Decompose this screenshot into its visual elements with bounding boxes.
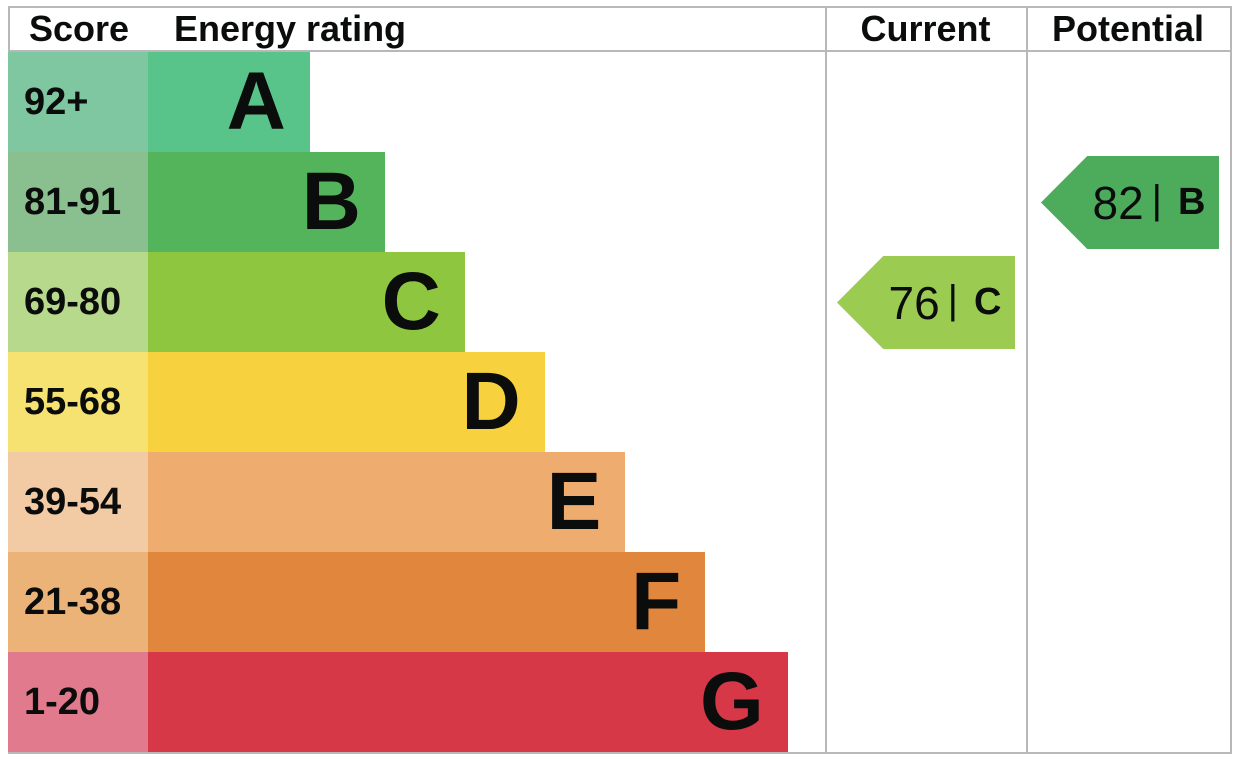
band-letter-f: F bbox=[631, 556, 682, 647]
potential-cell bbox=[1026, 252, 1230, 352]
band-bar-c: C bbox=[148, 252, 465, 352]
arrow-separator: | bbox=[1151, 178, 1163, 222]
potential-cell bbox=[1026, 52, 1230, 152]
potential-cell bbox=[1026, 552, 1230, 652]
potential-cell bbox=[1026, 352, 1230, 452]
potential-cell bbox=[1026, 452, 1230, 552]
current-cell bbox=[825, 352, 1026, 452]
current-rating-value: 76 bbox=[888, 276, 940, 329]
current-cell bbox=[825, 552, 1026, 652]
band-bar-area: G bbox=[148, 652, 825, 752]
band-bar-area: F bbox=[148, 552, 825, 652]
potential-rating-letter: B bbox=[1178, 181, 1206, 223]
band-letter-a: A bbox=[226, 56, 286, 147]
current-cell bbox=[825, 152, 1026, 252]
chart-header-row: Score Energy rating Current Potential bbox=[8, 8, 1230, 52]
band-row-d: 55-68 D bbox=[8, 352, 1230, 452]
current-column-header: Current bbox=[860, 8, 991, 49]
potential-cell bbox=[1026, 652, 1230, 752]
band-bar-g: G bbox=[148, 652, 788, 752]
band-bar-f: F bbox=[148, 552, 706, 652]
potential-cell: 82 | B bbox=[1026, 152, 1230, 252]
current-rating-letter: C bbox=[974, 281, 1002, 323]
current-rating-arrow: 76 | C bbox=[837, 256, 1015, 349]
band-bar-d: D bbox=[148, 352, 545, 452]
potential-rating-arrow: 82 | B bbox=[1041, 156, 1219, 249]
energy-rating-column-header: Energy rating bbox=[174, 8, 407, 49]
potential-column-header: Potential bbox=[1051, 8, 1204, 49]
score-range-f: 21-38 bbox=[8, 552, 148, 652]
band-bar-a: A bbox=[148, 52, 310, 152]
current-cell: 76 | C bbox=[825, 252, 1026, 352]
band-row-b: 81-91 B 82 | B bbox=[8, 152, 1230, 252]
band-letter-b: B bbox=[301, 156, 361, 247]
arrow-separator: | bbox=[947, 278, 959, 322]
band-row-e: 39-54 E bbox=[8, 452, 1230, 552]
score-range-e: 39-54 bbox=[8, 452, 148, 552]
band-letter-g: G bbox=[699, 656, 764, 747]
band-row-f: 21-38 F bbox=[8, 552, 1230, 652]
band-bar-area: C bbox=[148, 252, 825, 352]
band-bar-area: E bbox=[148, 452, 825, 552]
score-range-b: 81-91 bbox=[8, 152, 148, 252]
band-bar-area: B bbox=[148, 152, 825, 252]
band-bar-area: A bbox=[148, 52, 825, 152]
score-range-d: 55-68 bbox=[8, 352, 148, 452]
score-column-header: Score bbox=[28, 8, 130, 49]
potential-rating-value: 82 bbox=[1092, 176, 1144, 229]
epc-rating-chart: Score Energy rating Current Potential 92… bbox=[8, 6, 1232, 754]
band-row-c: 69-80 C 76 | C bbox=[8, 252, 1230, 352]
band-letter-e: E bbox=[546, 456, 602, 547]
score-range-g: 1-20 bbox=[8, 652, 148, 752]
band-letter-c: C bbox=[381, 256, 441, 347]
band-bar-area: D bbox=[148, 352, 825, 452]
current-cell bbox=[825, 452, 1026, 552]
band-bar-e: E bbox=[148, 452, 626, 552]
band-row-g: 1-20 G bbox=[8, 652, 1230, 752]
current-cell bbox=[825, 652, 1026, 752]
potential-column-divider bbox=[1026, 8, 1028, 752]
band-letter-d: D bbox=[461, 356, 521, 447]
score-range-a: 92+ bbox=[8, 52, 148, 152]
band-row-a: 92+ A bbox=[8, 52, 1230, 152]
band-bar-b: B bbox=[148, 152, 385, 252]
current-column-divider bbox=[825, 8, 827, 752]
current-cell bbox=[825, 52, 1026, 152]
score-range-c: 69-80 bbox=[8, 252, 148, 352]
